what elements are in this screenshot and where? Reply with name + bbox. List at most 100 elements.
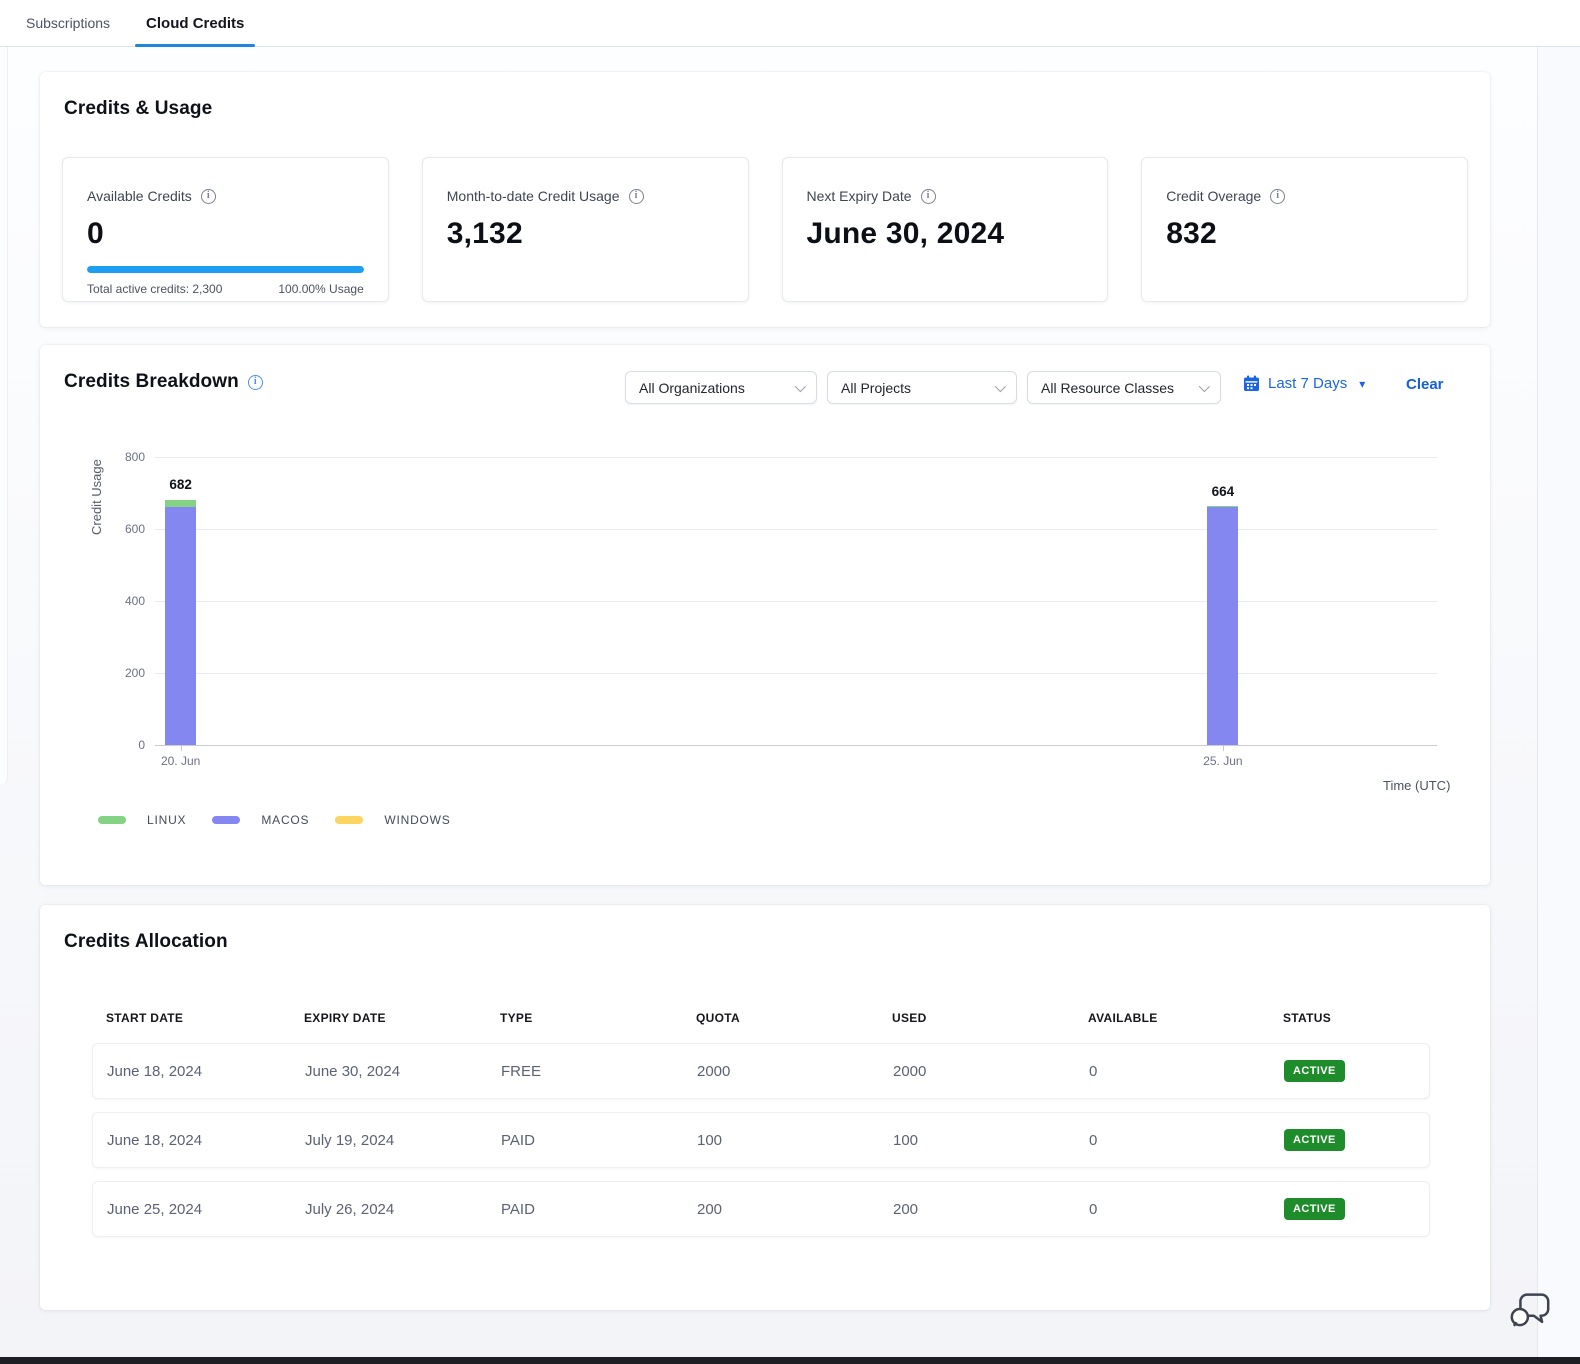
resource-classes-select[interactable]: All Resource Classes (1027, 371, 1221, 404)
mtd-usage-value: 3,132 (447, 217, 724, 251)
chart-gridline (155, 529, 1437, 530)
projects-select[interactable]: All Projects (827, 371, 1017, 404)
column-header-start-date: START DATE (106, 1011, 304, 1025)
cell-used: 2000 (893, 1063, 1089, 1080)
clear-filters-button[interactable]: Clear (1406, 376, 1444, 393)
info-icon[interactable]: i (201, 189, 216, 204)
metric-label: Credit Overage i (1166, 188, 1443, 204)
date-range-value: Last 7 Days (1268, 375, 1347, 392)
cell-type: PAID (501, 1201, 697, 1218)
legend-label: LINUX (147, 813, 186, 827)
chat-bubbles-icon (1506, 1286, 1554, 1332)
right-rail (1537, 47, 1580, 1357)
allocation-table-row: June 18, 2024July 19, 2024PAID1001000ACT… (92, 1112, 1430, 1168)
cell-type: PAID (501, 1132, 697, 1149)
metric-label-text: Available Credits (87, 188, 192, 204)
cell-start-date: June 25, 2024 (107, 1201, 305, 1218)
chart-bar[interactable] (1207, 457, 1238, 745)
tab-cloud-credits[interactable]: Cloud Credits (142, 0, 248, 46)
credit-overage-value: 832 (1166, 217, 1443, 251)
chart-x-tick-mark (181, 745, 182, 751)
projects-select-value: All Projects (841, 380, 911, 396)
column-header-type: TYPE (500, 1011, 696, 1025)
cell-expiry-date: June 30, 2024 (305, 1063, 501, 1080)
metric-available-credits: Available Credits i 0 Total active credi… (62, 157, 389, 302)
collapsed-sidebar-edge (0, 47, 8, 785)
credits-allocation-title: Credits Allocation (64, 931, 228, 953)
cell-used: 200 (893, 1201, 1089, 1218)
legend-item-linux[interactable]: LINUX (98, 813, 186, 827)
legend-label: WINDOWS (384, 813, 450, 827)
chart-x-tick-label: 25. Jun (1183, 754, 1263, 768)
cell-available: 0 (1089, 1063, 1284, 1080)
chart-y-tick: 200 (105, 666, 145, 680)
chart-legend: LINUX MACOS WINDOWS (98, 813, 451, 827)
credits-breakdown-title-text: Credits Breakdown (64, 371, 239, 393)
allocation-table-body: June 18, 2024June 30, 2024FREE200020000A… (92, 1043, 1430, 1250)
allocation-table-header: START DATEEXPIRY DATETYPEQUOTAUSEDAVAILA… (92, 1011, 1430, 1025)
bar-segment-linux (1207, 506, 1238, 507)
status-badge: ACTIVE (1284, 1129, 1345, 1151)
metric-credit-overage: Credit Overage i 832 (1141, 157, 1468, 302)
tab-subscriptions[interactable]: Subscriptions (22, 0, 114, 46)
usage-percent: 100.00% Usage (278, 282, 363, 296)
bar-segment-linux (165, 500, 196, 508)
chart-y-tick: 600 (105, 522, 145, 536)
chevron-down-icon (1199, 380, 1210, 391)
column-header-status: STATUS (1283, 1011, 1416, 1025)
chart-y-tick: 0 (105, 738, 145, 752)
credits-progress-bar (87, 266, 364, 273)
resource-classes-select-value: All Resource Classes (1041, 380, 1174, 396)
caret-down-icon: ▾ (1359, 377, 1365, 391)
cell-quota: 200 (697, 1201, 893, 1218)
legend-swatch (98, 816, 126, 824)
chart-gridline (155, 673, 1437, 674)
info-icon[interactable]: i (248, 375, 263, 390)
legend-item-macos[interactable]: MACOS (212, 813, 309, 827)
credits-allocation-section: Credits Allocation START DATEEXPIRY DATE… (40, 905, 1490, 1310)
support-chat-button[interactable] (1506, 1286, 1554, 1332)
next-expiry-value: June 30, 2024 (807, 217, 1084, 251)
chart-x-tick-label: 20. Jun (141, 754, 221, 768)
cell-status: ACTIVE (1284, 1129, 1415, 1151)
cell-type: FREE (501, 1063, 697, 1080)
cell-used: 100 (893, 1132, 1089, 1149)
info-icon[interactable]: i (1270, 189, 1285, 204)
status-badge: ACTIVE (1284, 1060, 1345, 1082)
metric-label: Month-to-date Credit Usage i (447, 188, 724, 204)
cell-expiry-date: July 26, 2024 (305, 1201, 501, 1218)
credits-breakdown-section: Credits Breakdown i All Organizations Al… (40, 345, 1490, 885)
info-icon[interactable]: i (629, 189, 644, 204)
window-bottom-edge (0, 1357, 1580, 1364)
info-icon[interactable]: i (921, 189, 936, 204)
credits-usage-title: Credits & Usage (64, 98, 212, 120)
total-active-credits: Total active credits: 2,300 (87, 282, 222, 296)
allocation-table-row: June 25, 2024July 26, 2024PAID2002000ACT… (92, 1181, 1430, 1237)
column-header-quota: QUOTA (696, 1011, 892, 1025)
cell-expiry-date: July 19, 2024 (305, 1132, 501, 1149)
bar-segment-macos (165, 507, 196, 745)
column-header-available: AVAILABLE (1088, 1011, 1283, 1025)
chevron-down-icon (795, 380, 806, 391)
cell-status: ACTIVE (1284, 1198, 1415, 1220)
chart-x-tick-mark (1223, 745, 1224, 751)
bar-value-label: 682 (146, 477, 216, 492)
cell-quota: 2000 (697, 1063, 893, 1080)
tab-bar: Subscriptions Cloud Credits (0, 0, 1580, 47)
chevron-down-icon (995, 380, 1006, 391)
metric-label-text: Month-to-date Credit Usage (447, 188, 620, 204)
chart-bar[interactable] (165, 457, 196, 745)
legend-item-windows[interactable]: WINDOWS (335, 813, 450, 827)
page-background: Credits & Usage Available Credits i 0 To… (0, 47, 1537, 1357)
organizations-select[interactable]: All Organizations (625, 371, 817, 404)
metric-card-row: Available Credits i 0 Total active credi… (62, 157, 1468, 302)
organizations-select-value: All Organizations (639, 380, 745, 396)
cell-available: 0 (1089, 1132, 1284, 1149)
cell-start-date: June 18, 2024 (107, 1063, 305, 1080)
chart-gridline (155, 601, 1437, 602)
metric-footer: Total active credits: 2,300 100.00% Usag… (87, 282, 364, 296)
date-range-picker[interactable]: Last 7 Days ▾ (1243, 375, 1365, 392)
status-badge: ACTIVE (1284, 1198, 1345, 1220)
bar-segment-macos (1207, 507, 1238, 745)
allocation-table-row: June 18, 2024June 30, 2024FREE200020000A… (92, 1043, 1430, 1099)
